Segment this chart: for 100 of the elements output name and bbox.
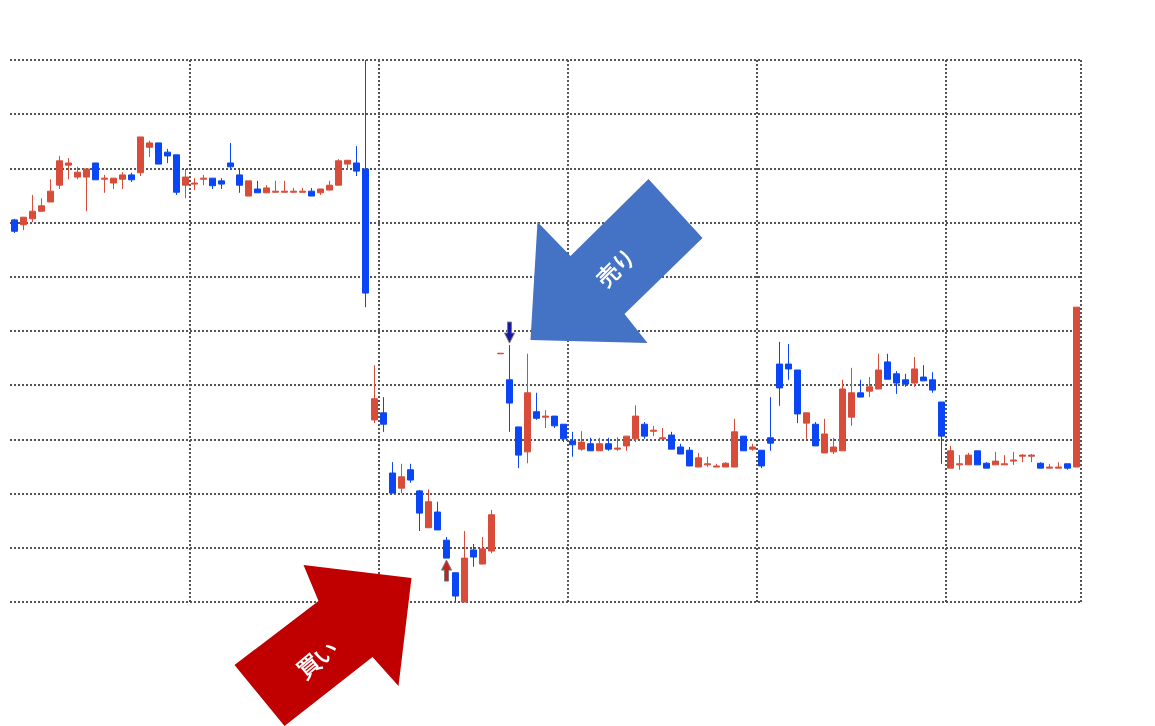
candlestick <box>956 454 963 471</box>
candlestick <box>407 463 414 484</box>
candlestick <box>713 463 720 468</box>
candlestick <box>1019 453 1026 463</box>
candlestick <box>281 180 288 193</box>
candlestick <box>92 162 99 181</box>
candlestick <box>686 446 693 467</box>
candlestick <box>1001 454 1008 466</box>
candlestick <box>182 168 189 199</box>
candlestick <box>1073 306 1080 468</box>
candlestick <box>434 501 441 531</box>
candlestick <box>641 421 648 440</box>
candlestick <box>920 364 927 382</box>
candlestick <box>299 187 306 193</box>
candlestick <box>65 157 72 180</box>
candlestick <box>902 373 909 388</box>
candlestick <box>1046 463 1053 469</box>
candlestick <box>443 536 450 559</box>
candlestick <box>677 443 684 455</box>
candlestick <box>101 174 108 194</box>
candlestick <box>740 435 747 452</box>
candlestick <box>695 452 702 468</box>
candlestick <box>731 418 738 468</box>
candlestick <box>479 536 486 565</box>
text: 買い <box>291 634 343 684</box>
candlestick <box>335 158 342 186</box>
candlestick <box>290 187 297 193</box>
candlestick <box>119 171 126 190</box>
candlestick <box>470 543 477 568</box>
candlestick <box>227 142 234 171</box>
candlestick <box>803 412 810 440</box>
candlestick <box>47 178 54 203</box>
candlestick <box>353 145 360 177</box>
candlestick <box>155 142 162 165</box>
candlestick <box>398 463 405 494</box>
candlestick <box>758 449 765 469</box>
candlestick <box>29 194 36 223</box>
candlestick <box>371 364 378 424</box>
candlestick <box>137 136 144 177</box>
candlestick <box>650 425 657 437</box>
candlestick <box>389 461 396 494</box>
candlestick <box>767 396 774 452</box>
candlestick <box>236 168 243 194</box>
candlestick <box>425 488 432 529</box>
candlestick <box>1055 461 1062 469</box>
candlestick <box>983 461 990 469</box>
candlestick <box>11 218 18 234</box>
candlestick <box>380 396 387 433</box>
candlestick <box>704 456 711 468</box>
candlestick <box>308 187 315 197</box>
candlestick <box>578 430 585 452</box>
candlestick <box>587 437 594 452</box>
candlestick <box>110 177 117 190</box>
candlestick <box>551 415 558 429</box>
candlestick <box>524 353 531 464</box>
candlestick <box>623 435 630 452</box>
candlestick <box>461 530 468 603</box>
candlestick <box>992 451 999 466</box>
candlestick <box>965 452 972 466</box>
candlestick <box>614 436 621 452</box>
candlestick <box>56 155 63 190</box>
candlestick <box>317 188 324 196</box>
candlestick <box>776 341 783 407</box>
candlestick <box>596 437 603 452</box>
candlestick <box>812 421 819 447</box>
candlestick <box>893 370 900 395</box>
candlestick <box>452 572 459 603</box>
candlestick <box>191 177 198 191</box>
candlestick <box>272 180 279 193</box>
candlestick <box>200 174 207 186</box>
candlestick <box>938 401 945 465</box>
candlestick <box>362 59 369 308</box>
candlestick <box>218 177 225 190</box>
candlestick <box>245 180 252 197</box>
candlestick <box>533 392 540 421</box>
candlestick <box>857 379 864 398</box>
candlestick <box>821 418 828 454</box>
candlestick <box>1010 451 1017 466</box>
candlestick <box>605 437 612 452</box>
candlestick <box>326 180 333 191</box>
candlestick <box>542 409 549 429</box>
candlestick <box>668 431 675 450</box>
candlestick <box>344 159 351 171</box>
candlestick <box>974 450 981 466</box>
candlestick <box>866 376 873 398</box>
candlestick <box>263 184 270 194</box>
candlestick <box>839 379 846 452</box>
candlestick <box>506 344 513 433</box>
candlestick <box>173 154 180 196</box>
candlestick <box>722 461 729 468</box>
candlestick <box>911 356 918 388</box>
candlestick <box>83 168 90 212</box>
candlestick <box>209 177 216 190</box>
candlestick <box>254 180 261 194</box>
candlestick <box>929 371 936 394</box>
candlestick <box>164 148 171 164</box>
candlestick <box>1028 453 1035 463</box>
candlestick <box>632 404 639 443</box>
candlestick <box>1064 463 1071 471</box>
candlestick <box>947 445 954 469</box>
